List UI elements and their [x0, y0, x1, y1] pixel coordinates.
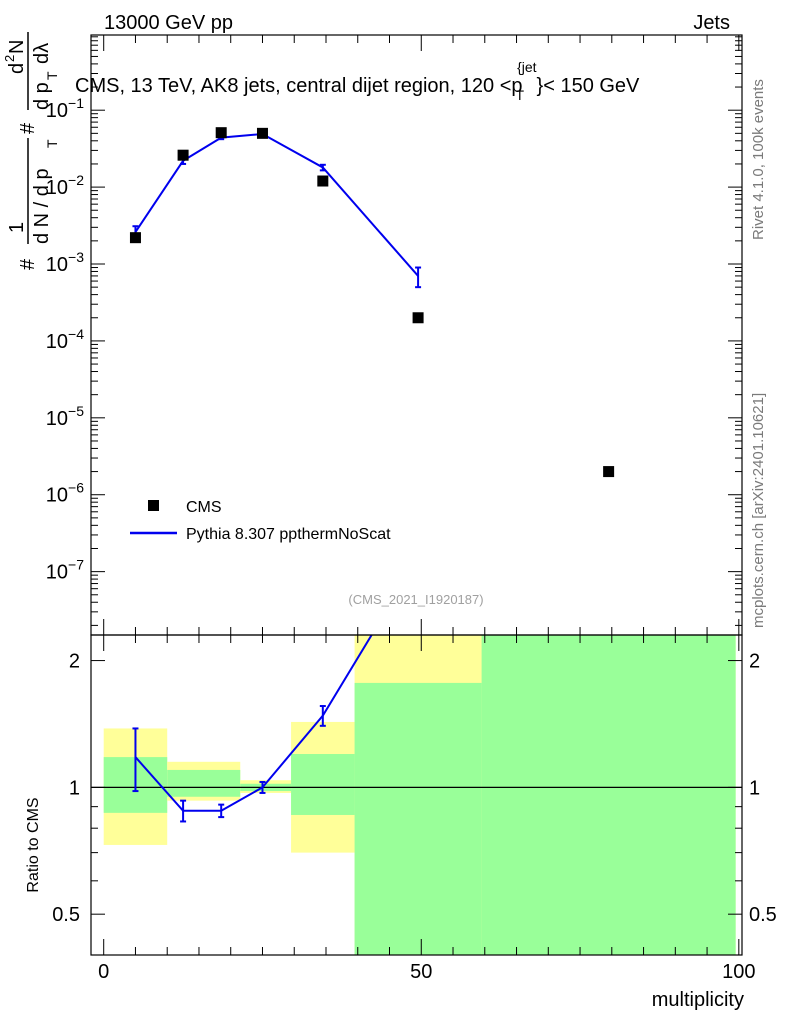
ylabel-d: d [6, 63, 28, 74]
band-green-5 [481, 635, 736, 955]
ratio-ytick-label-right-0: 0.5 [749, 904, 777, 926]
ylabel-dndpt: d N / d p [31, 168, 53, 244]
title-part-3: {jet [517, 59, 537, 75]
main-panel-content [129, 127, 615, 478]
rivet-version-text: Rivet 4.1.0, 100k events [750, 79, 767, 240]
ylabel-hash-2: # [17, 122, 39, 134]
ratio-panel-content [91, 635, 742, 823]
band-green-4 [354, 682, 482, 955]
legend-pythia-label: Pythia 8.307 ppthermNoScat [186, 526, 391, 543]
mcplots-text: mcplots.cern.ch [arXiv:2401.10621] [750, 393, 767, 628]
ratio-ylabel: Ratio to CMS [25, 797, 42, 892]
ylabel-hash-1: # [17, 258, 39, 270]
cms-point [317, 175, 329, 187]
header-left: 13000 GeV pp [104, 12, 233, 34]
main-ytick-label-2: 10−5 [46, 403, 84, 430]
cms-point [215, 127, 227, 139]
main-ytick-label-6: 10−1 [46, 95, 84, 122]
title-part-4: }< 150 GeV [537, 75, 641, 97]
title-part-1: CMS, 13 TeV, AK8 jets, central dijet reg… [75, 75, 523, 97]
band-green-1 [167, 769, 241, 797]
title-part-2: T [516, 87, 525, 103]
ylabel-t-1: T [44, 139, 60, 148]
main-frame [90, 34, 743, 636]
cms-point [603, 466, 615, 478]
ratio-pythia-line [134, 635, 373, 812]
header-right: Jets [693, 12, 730, 34]
ylabel-one: 1 [6, 222, 28, 233]
legend-cms-label: CMS [186, 499, 222, 516]
ratio-ytick-label-right-2: 2 [749, 651, 760, 673]
x-axis-label: multiplicity [652, 989, 744, 1011]
cms-point [177, 149, 189, 161]
ratio-ytick-label-right-1: 1 [749, 777, 760, 799]
cms-point [412, 312, 424, 324]
xtick-label-2: 100 [722, 961, 755, 983]
plot-title: CMS, 13 TeV, AK8 jets, central dijet reg… [75, 59, 640, 103]
main-ylabel: # 1 d N / d p T # d 2 N d p T dλ [2, 32, 60, 270]
ratio-frame [90, 634, 743, 956]
pythia-line [134, 132, 419, 277]
analysis-watermark: (CMS_2021_I1920187) [348, 592, 483, 607]
main-ytick-label-5: 10−2 [46, 172, 84, 199]
cms-point [256, 127, 268, 139]
main-ytick-label-4: 10−3 [46, 249, 84, 276]
ylabel-dlambda: dλ [31, 43, 53, 64]
ylabel-n: N [6, 40, 28, 54]
legend: CMS Pythia 8.307 ppthermNoScat [130, 499, 391, 543]
main-ytick-label-1: 10−6 [46, 480, 84, 507]
ratio-ytick-label-left-1: 1 [69, 777, 80, 799]
xtick-label-0: 0 [98, 961, 109, 983]
ylabel-2: 2 [2, 55, 17, 62]
ratio-bands [103, 635, 736, 955]
ylabel-t-2: T [44, 71, 60, 80]
xtick-label-1: 50 [410, 961, 432, 983]
band-green-3 [291, 754, 355, 815]
axes: 10−7 10−6 10−5 10−4 10−3 10−2 10−1 0.5 0.5 1 1 2 2 0 5… [46, 35, 777, 983]
ylabel-dpt: d p [31, 82, 53, 110]
cms-point [129, 232, 141, 244]
main-ytick-label-0: 10−7 [46, 557, 84, 584]
ratio-ytick-label-left-2: 2 [69, 651, 80, 673]
ratio-ytick-label-left-0: 0.5 [52, 904, 80, 926]
main-ytick-label-3: 10−4 [46, 326, 84, 353]
legend-cms-marker [148, 500, 159, 511]
